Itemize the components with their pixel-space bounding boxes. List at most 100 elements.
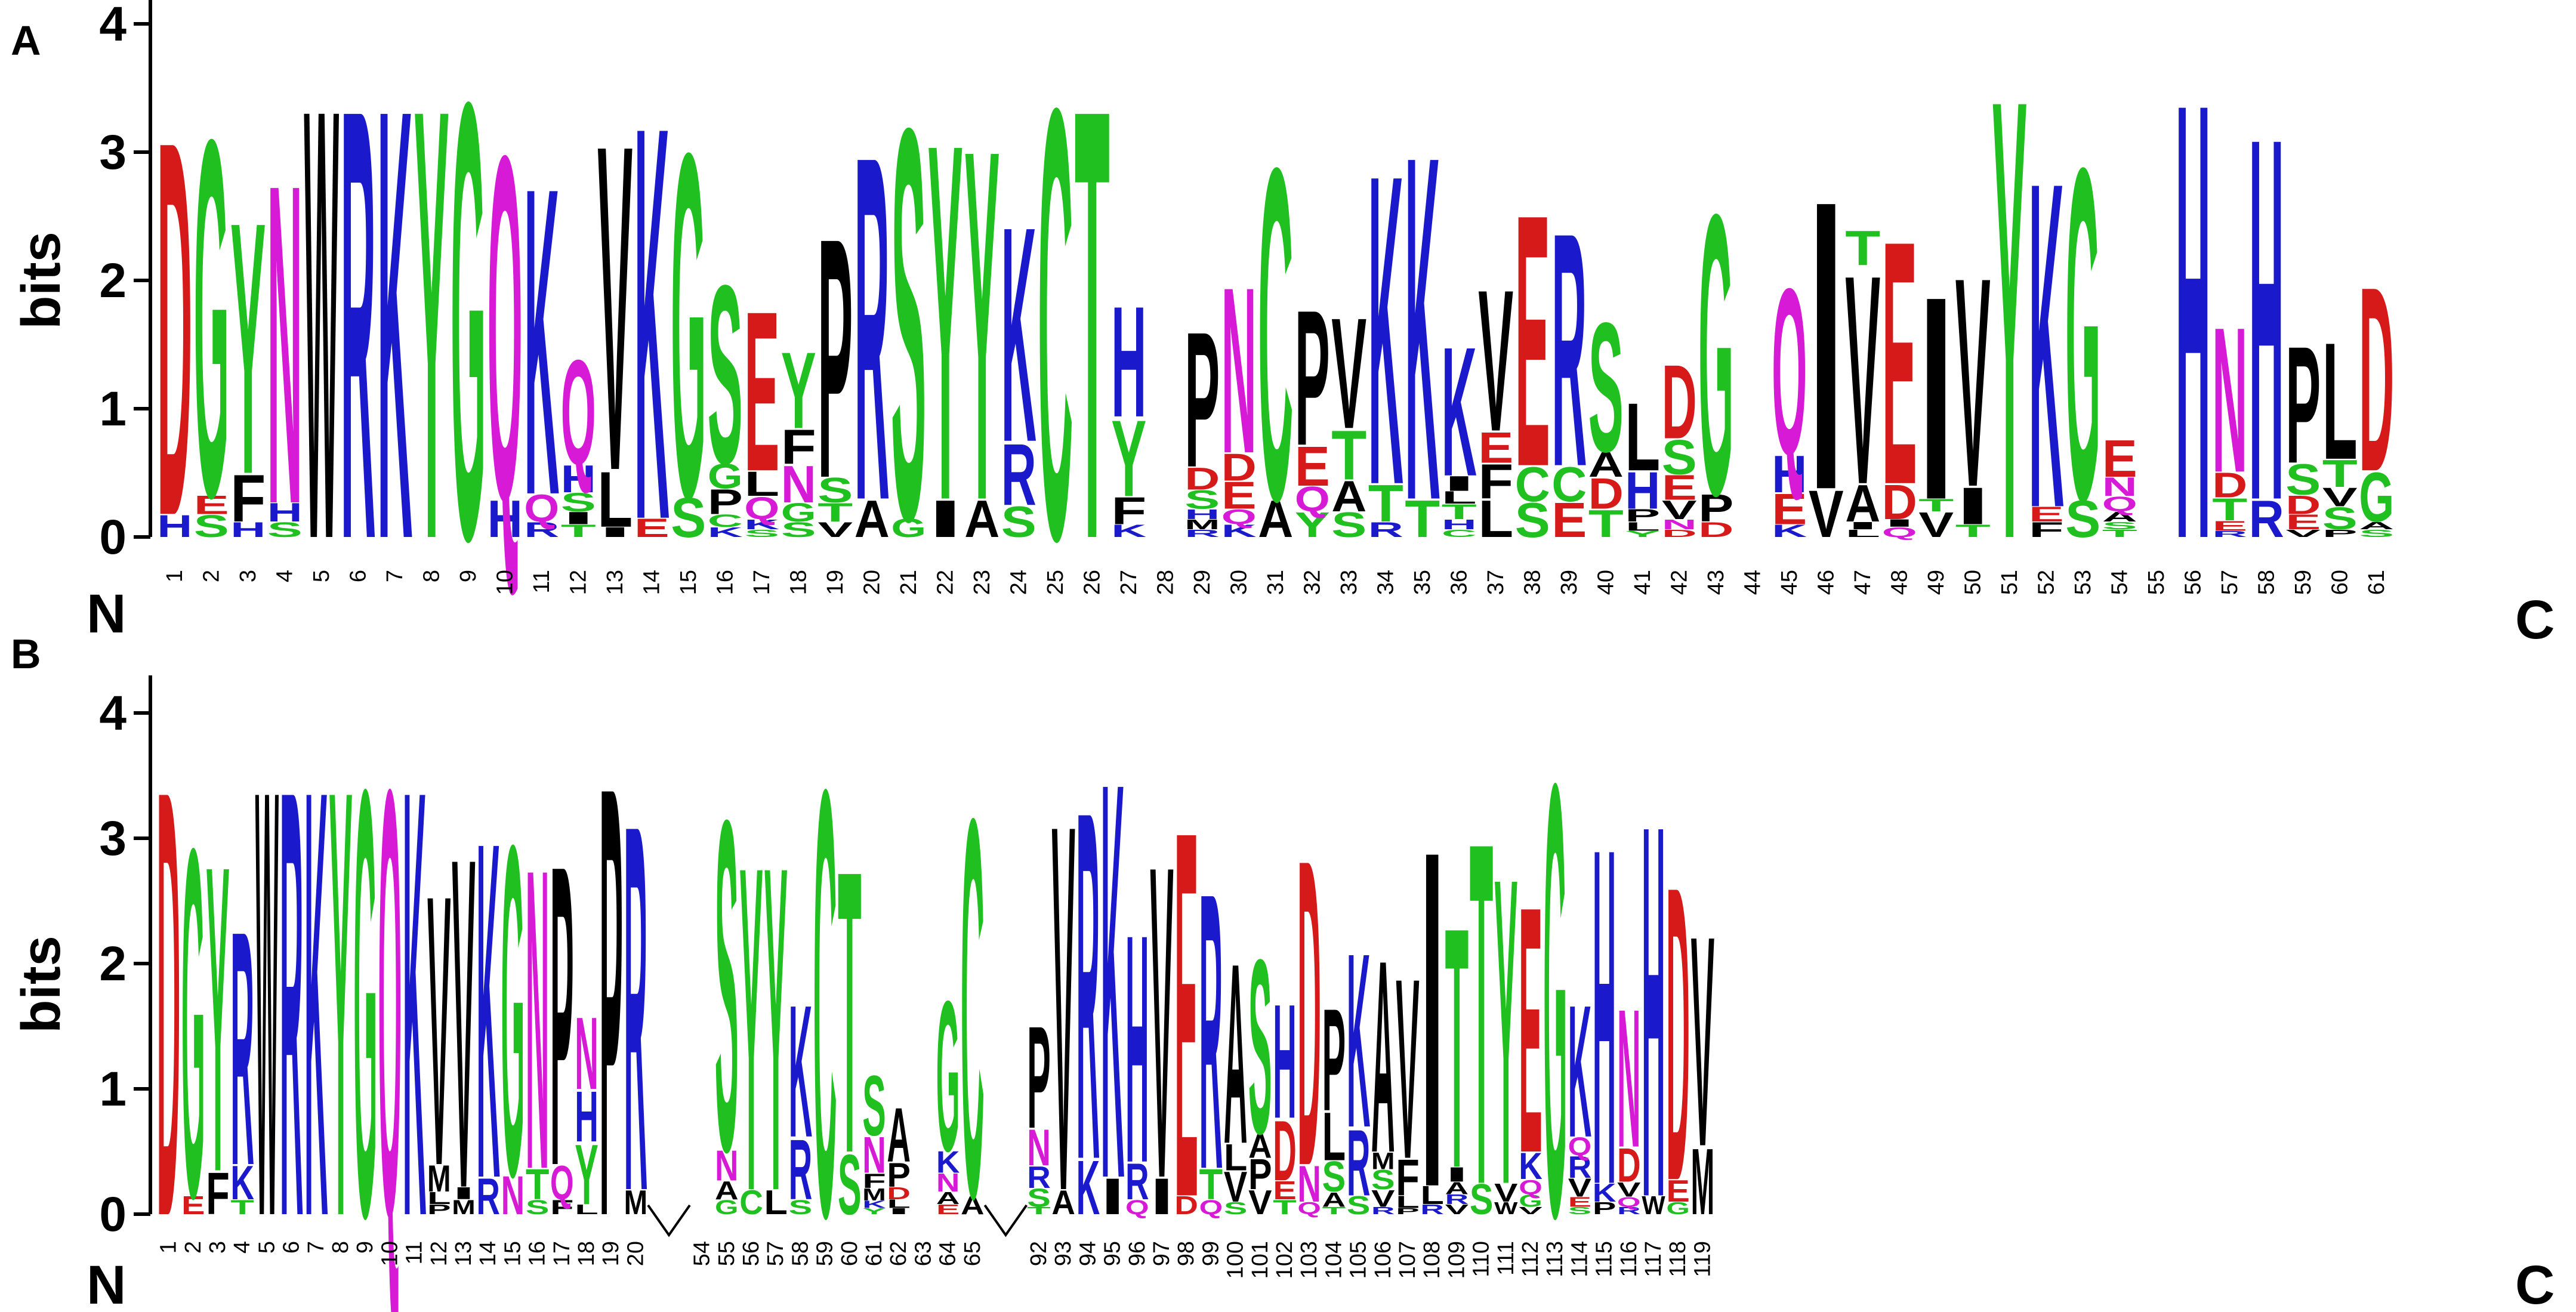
panel-a-logo-letter: K [2029, 85, 2064, 605]
panel-a-logo-letter: H [2249, 29, 2284, 609]
panel-a-logo-letter: V [817, 518, 853, 541]
panel-a-logo-letter: K [524, 97, 559, 587]
panel-a-logo-letter: P [708, 482, 743, 521]
panel-b-logo-letter: P [1396, 1206, 1420, 1216]
panel-a-logo-letter: T [2212, 492, 2247, 527]
panel-a-logo-letter: G [194, 34, 229, 603]
panel-a-logo-letter: N [781, 455, 816, 514]
panel-b-logo-letter: R [624, 715, 648, 1300]
panel-a-logo-letter: R [854, 54, 890, 603]
panel-b-y-tick-label: 3 [99, 811, 127, 866]
panel-b-x-tick-label: 16 [525, 1241, 550, 1266]
panel-a-logo-letter: L [1845, 527, 1880, 539]
panel-a-n-terminus-label: N [87, 584, 126, 644]
panel-b-x-tick-label: 59 [813, 1241, 838, 1266]
panel-a-logo-letter: Q [1882, 524, 1917, 540]
panel-b-logo-letter: T [230, 1196, 254, 1219]
panel-a-logo-letter: P [1184, 292, 1220, 508]
panel-b-logo-letter: L [427, 1188, 451, 1208]
panel-a-x-tick-label: 14 [639, 570, 664, 595]
panel-b-logo-letter: V [1150, 774, 1174, 1272]
panel-a-x-tick-label: 13 [603, 570, 628, 595]
panel-b-logo-letter: T [838, 786, 862, 1237]
panel-a-logo-letter: Y [230, 147, 266, 550]
panel-b-logo-letter: F [206, 1159, 230, 1227]
panel-a-logo-letter: C [1038, 0, 1073, 668]
panel-a-x-tick-label: 10 [492, 570, 517, 595]
panel-a-logo-letter: R [1368, 518, 1403, 542]
panel-b-logo-letter: V [1371, 1185, 1395, 1212]
panel-b-x-tick-label: 15 [500, 1241, 525, 1266]
panel-a-logo-letter: Q [2102, 492, 2137, 516]
panel-b-logo-letter: T [1470, 741, 1494, 1287]
panel-a-logo-letter: S [2359, 527, 2394, 539]
panel-a-logo-letter: N [2212, 284, 2247, 515]
panel-a-logo-letter: R [524, 518, 559, 542]
panel-b-logo-letter: K [1519, 1144, 1542, 1187]
panel-a-logo-letter: E [1515, 140, 1550, 542]
panel-b-axes: 0 1 2 3 4 [99, 675, 1028, 1242]
panel-b-axis-break-marker [647, 1204, 691, 1237]
panel-a-logo-letter: V [2285, 527, 2321, 539]
panel-b-x-tick-label: 64 [936, 1241, 961, 1266]
panel-b-logo-letter: K [789, 966, 813, 1177]
panel-b-logo-letter: K [1568, 966, 1592, 1177]
panel-a-x-tick-label: 1 [162, 570, 187, 582]
panel-b-logo-letter: M [452, 1195, 476, 1218]
panel-b-logo-letter: M [862, 1185, 886, 1204]
panel-a-x-tick-label: 32 [1300, 570, 1325, 595]
panel-a-x-tick-label: 46 [1813, 570, 1838, 595]
panel-a-logo-letter: C [708, 511, 743, 530]
panel-b-x-tick-label: 94 [1075, 1241, 1100, 1266]
panel-b-x-tick-label: 105 [1346, 1241, 1371, 1279]
panel-b-logo-letter: R [1420, 1202, 1444, 1217]
panel-a-logo-letter: R [1551, 163, 1587, 536]
panel-b-logo-letter: D [157, 663, 181, 1312]
panel-b-x-tick-label: 102 [1272, 1241, 1297, 1279]
panel-b-x-tick-label: 4 [230, 1241, 255, 1254]
panel-a-logo-letter: K [1001, 163, 1036, 507]
panel-a-logo-letter: K [1368, 82, 1403, 577]
panel-a-logo-letter: V [1331, 285, 1366, 462]
panel-b-logo-letter: T [526, 1161, 550, 1209]
panel-a-logo-letter: C [1442, 527, 1477, 539]
panel-b-logo-letter: P [1593, 1199, 1616, 1218]
panel-a-logo-letter: D [2212, 466, 2247, 505]
panel-b-logo-letter: W [1494, 1199, 1518, 1218]
panel-b-logo-letter: G [936, 957, 960, 1196]
panel-b-x-tick-label: 3 [205, 1241, 230, 1254]
panel-a-logo-letter: Y [1111, 398, 1146, 520]
panel-b-logo-letter: W [255, 663, 279, 1312]
panel-a-logo-letter: A [1845, 474, 1880, 533]
panel-b-logo-letter: G [1543, 656, 1567, 1312]
panel-b-logo-letter: Y [739, 769, 763, 1288]
panel-a-y-axis-label: bits [11, 231, 72, 329]
panel-a-x-tick-label: 42 [1667, 570, 1692, 595]
panel-b-logo-letter: R [1076, 708, 1100, 1264]
panel-b-c-terminus-label: C [2515, 1255, 2555, 1312]
panel-a-logo-letter: G [451, 0, 486, 670]
panel-b-logo-letter: E [181, 1191, 205, 1220]
panel-b-x-tick-label: 17 [550, 1241, 575, 1266]
panel-a-logo-letter: S [1331, 505, 1366, 545]
panel-a-logo-letter: H [1111, 273, 1146, 450]
panel-b-logo-letter: T [1027, 1205, 1051, 1217]
panel-a-logo-letter: Q [524, 486, 559, 530]
panel-b-logo-letter: T [1199, 1161, 1223, 1209]
panel-a-logo-letter: D [1588, 470, 1624, 518]
panel-a-x-tick-label: 39 [1557, 570, 1582, 595]
panel-b-label: B [11, 631, 41, 677]
panel-a-logo-letter: L [1478, 489, 1513, 548]
panel-a-logo-letter: E [2029, 503, 2064, 526]
panel-b-logo-letter: L [764, 1183, 788, 1221]
panel-a-logo-letter: A [1331, 473, 1366, 521]
panel-b-logo-letter: C [961, 707, 985, 1311]
panel-b-logo-letter: R [1027, 1160, 1051, 1194]
panel-a-logo-letter: G [891, 514, 926, 543]
panel-a-logo-letter: I [561, 508, 596, 528]
panel-a-logo-letter: T [561, 521, 596, 541]
panel-a-logo-letter: S [2285, 455, 2321, 504]
panel-a-x-tick-label: 24 [1006, 570, 1031, 595]
panel-a-logo-letter: Q [1295, 480, 1330, 519]
panel-a-logo-letter: K [708, 524, 743, 540]
